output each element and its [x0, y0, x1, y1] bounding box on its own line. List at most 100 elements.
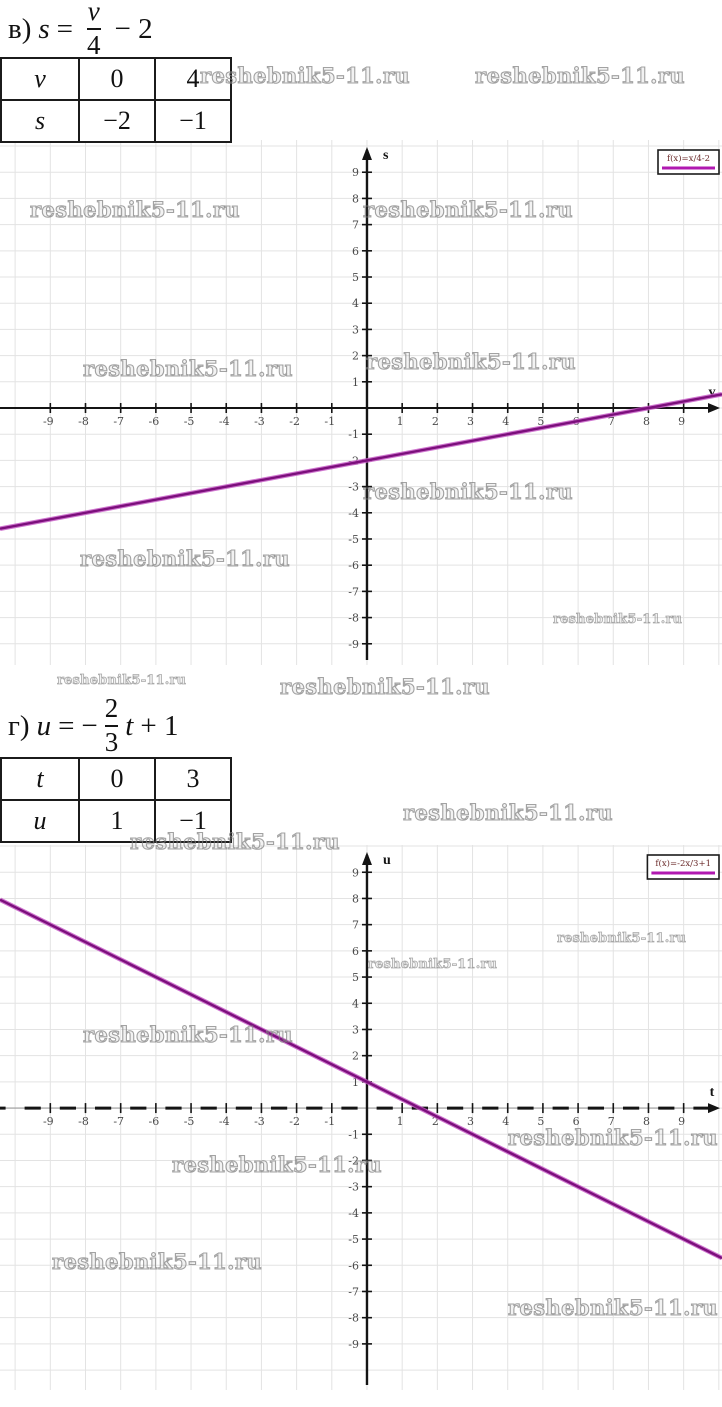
x-tick-label: 9 [678, 1115, 685, 1128]
table-row: s −2 −1 [0, 99, 232, 143]
y-tick-label: -3 [348, 481, 359, 494]
variable-cell: s [0, 99, 80, 143]
y-tick-label: 7 [352, 919, 359, 932]
x-tick-label: 2 [432, 415, 439, 428]
part-label: в) [8, 12, 32, 45]
fraction: 2 3 [104, 695, 119, 757]
function-line [0, 393, 722, 530]
function-plot: -9 -8 -7 -6 -5 -4 -3 -2 -1 1 2 3 4 5 6 7 8 9 -9 -8 -7 -6 -5 -4 -… [0, 845, 722, 1390]
x-tick-label: -9 [43, 1115, 54, 1128]
x-tick-label: -2 [289, 415, 300, 428]
x-axis-label: t [710, 1085, 715, 1100]
fraction-denominator: 4 [87, 30, 101, 60]
y-tick-label: 2 [352, 350, 359, 363]
y-tick-label: 3 [352, 1023, 359, 1036]
value-table-g: t 0 3 u 1 −1 [0, 757, 232, 843]
watermark: reshebnik5-11.ru [51, 1248, 262, 1274]
value-cell: −1 [154, 799, 232, 843]
legend-box [646, 854, 720, 880]
fraction-numerator: v [87, 0, 100, 27]
watermark: reshebnik5-11.ru [362, 196, 573, 222]
variable-cell: t [0, 757, 80, 801]
fraction-pre-sign: − [81, 709, 98, 742]
y-axis-arrow [361, 852, 372, 865]
legend-label: f(x)=x/4-2 [667, 153, 710, 164]
value-cell: 0 [78, 57, 156, 101]
y-tick-label: 5 [352, 971, 359, 984]
watermark: reshebnik5-11.ru [29, 196, 240, 222]
y-tick-label: 8 [352, 192, 359, 205]
x-tick-label: 1 [397, 1115, 404, 1128]
formula-lhs: s [38, 12, 50, 45]
graph-g: -9 -8 -7 -6 -5 -4 -3 -2 -1 1 2 3 4 5 6 7 8 9 -9 -8 -7 -6 -5 -4 -… [0, 845, 722, 1395]
watermark: reshebnik5-11.ru [171, 1151, 382, 1177]
y-tick-label: -3 [348, 1181, 359, 1194]
formula-g: г) u = − 2 3 t + 1 [8, 692, 178, 760]
watermark: reshebnik5-11.ru [57, 673, 187, 689]
y-tick-label: -6 [348, 559, 359, 572]
value-cell: 4 [154, 57, 232, 101]
x-tick-label: -8 [78, 1115, 89, 1128]
formula-post: − 2 [114, 12, 153, 45]
watermark: reshebnik5-11.ru [365, 348, 576, 374]
y-tick-label: -7 [348, 1285, 359, 1298]
x-tick-label: 3 [467, 1115, 474, 1128]
x-tick-label: 7 [608, 415, 615, 428]
y-axis-label: s [383, 148, 389, 163]
watermark: reshebnik5-11.ru [82, 355, 293, 381]
y-axis-arrow [361, 147, 372, 160]
legend-box [657, 149, 720, 175]
x-tick-label: 5 [537, 415, 544, 428]
watermark: reshebnik5-11.ru [553, 612, 683, 628]
y-tick-label: -5 [348, 1233, 359, 1246]
x-tick-label: 8 [643, 1115, 650, 1128]
table-row: u 1 −1 [0, 799, 232, 843]
watermark: reshebnik5-11.ru [199, 62, 410, 88]
x-tick-label: -3 [254, 1115, 265, 1128]
x-tick-label: -5 [184, 415, 195, 428]
y-tick-label: -4 [348, 507, 359, 520]
x-tick-label: -4 [219, 415, 230, 428]
x-tick-label: -3 [254, 415, 265, 428]
x-tick-label: 2 [432, 1115, 439, 1128]
watermark: reshebnik5-11.ru [129, 828, 340, 854]
x-tick-label: 8 [643, 415, 650, 428]
x-tick-label: 9 [678, 415, 685, 428]
value-cell: 1 [78, 799, 156, 843]
y-tick-label: 3 [352, 323, 359, 336]
x-tick-label: 5 [537, 1115, 544, 1128]
y-tick-label: 1 [352, 1076, 359, 1089]
x-tick-label: -8 [78, 415, 89, 428]
value-cell: 0 [78, 757, 156, 801]
watermark: reshebnik5-11.ru [507, 1124, 718, 1150]
x-tick-label: -6 [149, 1115, 160, 1128]
variable-cell: v [0, 57, 80, 101]
watermark: reshebnik5-11.ru [402, 799, 613, 825]
function-line [0, 898, 722, 1260]
watermark: reshebnik5-11.ru [557, 931, 687, 947]
y-tick-label: -6 [348, 1259, 359, 1272]
x-tick-label: -1 [324, 415, 335, 428]
fraction-denominator: 3 [104, 727, 119, 757]
function-plot: -9 -8 -7 -6 -5 -4 -3 -2 -1 1 2 3 4 5 6 7 8 9 -9 -8 -7 -6 -5 -4 -… [0, 140, 722, 665]
value-cell: 3 [154, 757, 232, 801]
y-tick-label: -5 [348, 533, 359, 546]
legend-label: f(x)=-2x/3+1 [655, 858, 711, 869]
formula-post-var: t [125, 709, 134, 742]
x-axis-arrow [708, 403, 720, 414]
x-tick-label: -7 [113, 1115, 124, 1128]
y-tick-label: -8 [348, 612, 359, 625]
x-tick-label: 3 [467, 415, 474, 428]
y-tick-label: -7 [348, 585, 359, 598]
equals-sign: = [58, 709, 75, 742]
watermark: reshebnik5-11.ru [82, 1021, 293, 1047]
x-tick-label: -2 [289, 1115, 300, 1128]
watermark: reshebnik5-11.ru [474, 62, 685, 88]
y-tick-label: 8 [352, 892, 359, 905]
y-tick-label: -8 [348, 1312, 359, 1325]
x-axis-label: v [709, 385, 716, 400]
x-tick-label: 6 [573, 1115, 580, 1128]
x-tick-label: 4 [502, 1115, 509, 1128]
